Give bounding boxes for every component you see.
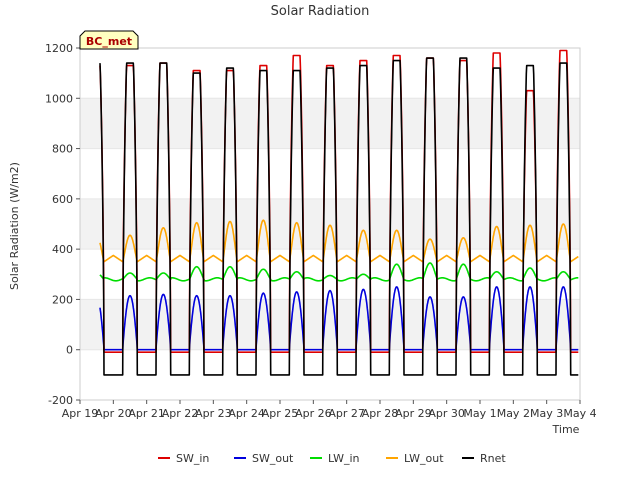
- legend: SW_in SW_out LW_in LW_out Rnet: [158, 452, 506, 465]
- y-tick-label: 1000: [45, 92, 73, 105]
- x-tick-label: Apr 28: [362, 407, 399, 420]
- x-tick-label: Apr 22: [162, 407, 199, 420]
- series-line-sw-out: [99, 286, 579, 351]
- chart-title: Solar Radiation: [271, 4, 370, 19]
- series-line-lw-in: [99, 262, 579, 282]
- y-axis-ticks: -200 0 200 400 600 800 1000 1200: [45, 42, 80, 407]
- legend-label: SW_out: [252, 452, 294, 465]
- y-tick-label: 1200: [45, 42, 73, 55]
- series-layer: [99, 49, 579, 376]
- x-tick-label: May 1: [463, 407, 496, 420]
- station-badge-shape: [79, 30, 139, 50]
- x-axis-label: Time: [552, 423, 580, 436]
- x-tick-label: Apr 30: [428, 407, 465, 420]
- y-tick-label: 800: [52, 143, 73, 156]
- legend-label: SW_in: [176, 452, 209, 465]
- x-tick-label: May 3: [530, 407, 563, 420]
- legend-label: LW_in: [328, 452, 360, 465]
- x-tick-label: Apr 19: [62, 407, 99, 420]
- y-tick-label: 200: [52, 293, 73, 306]
- x-tick-label: Apr 23: [195, 407, 232, 420]
- y-tick-label: 400: [52, 243, 73, 256]
- y-tick-label: -200: [48, 394, 73, 407]
- x-tick-label: Apr 27: [328, 407, 365, 420]
- series-line-sw-in: [99, 49, 579, 354]
- grid-band: [80, 98, 580, 149]
- series-line-lw-out: [99, 219, 579, 263]
- x-tick-label: Apr 26: [295, 407, 332, 420]
- y-tick-label: 0: [66, 344, 73, 357]
- legend-label: LW_out: [404, 452, 444, 465]
- x-tick-label: Apr 21: [128, 407, 165, 420]
- x-tick-label: Apr 25: [262, 407, 299, 420]
- grid-band: [80, 299, 580, 350]
- station-badge: BC_met: [79, 30, 139, 50]
- x-tick-label: May 4: [563, 407, 596, 420]
- plot-frame: [79, 47, 581, 401]
- x-tick-label: May 2: [497, 407, 530, 420]
- grid-bands: [80, 47, 580, 401]
- x-tick-label: Apr 20: [95, 407, 132, 420]
- legend-label: Rnet: [480, 452, 506, 465]
- series-line-rnet: [99, 57, 579, 376]
- x-tick-label: Apr 24: [228, 407, 265, 420]
- station-label: BC_met: [86, 35, 132, 48]
- y-tick-label: 600: [52, 193, 73, 206]
- grid-band: [80, 198, 580, 250]
- y-axis-label: Solar Radiation (W/m2): [8, 162, 21, 290]
- x-tick-label: Apr 29: [395, 407, 432, 420]
